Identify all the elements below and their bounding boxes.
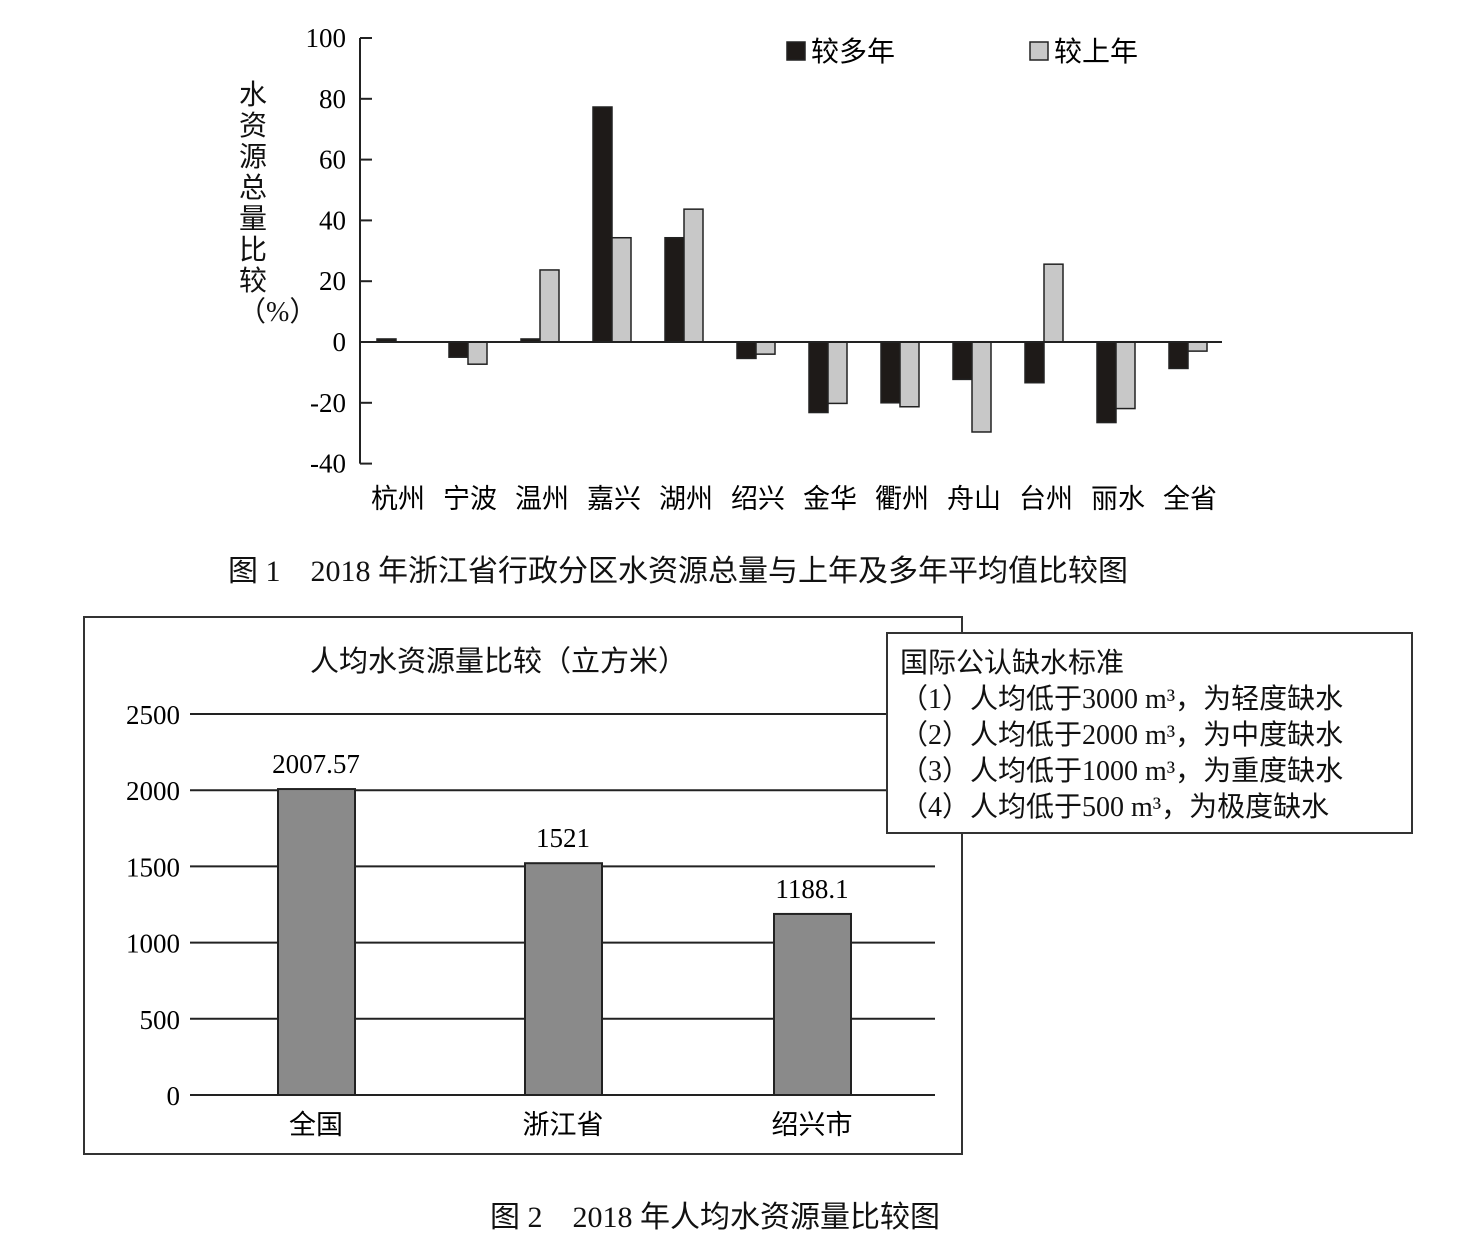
chart2-caption: 图 2 2018 年人均水资源量比较图	[490, 1201, 940, 1234]
data-label: 2007.57	[272, 749, 360, 779]
y-tick-label: -40	[310, 449, 346, 479]
y-tick-label: 0	[167, 1081, 181, 1111]
y-tick-label: 40	[319, 205, 346, 235]
chart1-caption: 图 1 2018 年浙江省行政分区水资源总量与上年及多年平均值比较图	[228, 555, 1128, 588]
note-line: （2）人均低于2000 m³，为中度缺水	[900, 720, 1344, 751]
y-tick-label: 2000	[126, 776, 180, 806]
chart2-frame	[83, 616, 963, 1155]
x-tick-label: 温州	[515, 484, 569, 514]
x-tick-label: 舟山	[947, 484, 1001, 514]
y-tick-label: 20	[319, 266, 346, 296]
x-tick-label: 绍兴	[731, 484, 785, 514]
note-line: （1）人均低于3000 m³，为轻度缺水	[900, 684, 1344, 715]
x-tick-label: 全国	[289, 1110, 343, 1140]
y-tick-label: 60	[319, 145, 346, 175]
x-tick-label: 台州	[1019, 484, 1073, 514]
x-tick-label: 宁波	[443, 484, 497, 514]
data-label: 1188.1	[775, 874, 848, 904]
x-tick-label: 杭州	[371, 484, 425, 514]
legend-swatch	[1029, 41, 1049, 61]
x-tick-label: 嘉兴	[587, 484, 641, 514]
bar	[773, 912, 852, 1096]
x-tick-label: 全省	[1163, 484, 1217, 514]
x-tick-label: 湖州	[659, 484, 713, 514]
data-label: 1521	[536, 823, 590, 853]
water-shortage-standard-box: 国际公认缺水标准 （1）人均低于3000 m³，为轻度缺水 （2）人均低于200…	[886, 632, 1413, 834]
x-tick-label: 金华	[803, 484, 857, 514]
y-tick-label: -20	[310, 388, 346, 418]
x-tick-label: 浙江省	[523, 1110, 604, 1140]
y-tick-label: 100	[306, 23, 347, 53]
note-title: 国际公认缺水标准	[900, 648, 1125, 679]
legend-label: 较上年	[1054, 36, 1138, 68]
legend-swatch	[786, 41, 806, 61]
y-tick-label: 1500	[126, 852, 180, 882]
note-line: （3）人均低于1000 m³，为重度缺水	[900, 756, 1344, 787]
y-tick-label: 500	[140, 1005, 181, 1035]
x-tick-label: 绍兴市	[772, 1110, 853, 1140]
y-tick-label: 0	[333, 327, 347, 357]
y-tick-label: 2500	[126, 700, 180, 730]
chart2-title: 人均水资源量比较（立方米）	[310, 646, 688, 678]
x-tick-label: 丽水	[1091, 484, 1145, 514]
bar	[524, 862, 603, 1096]
bar	[277, 788, 356, 1096]
x-tick-label: 衢州	[875, 484, 929, 514]
note-line: （4）人均低于500 m³，为极度缺水	[900, 792, 1330, 823]
y-tick-label: 1000	[126, 929, 180, 959]
y-tick-label: 80	[319, 84, 346, 114]
legend-label: 较多年	[811, 36, 895, 68]
